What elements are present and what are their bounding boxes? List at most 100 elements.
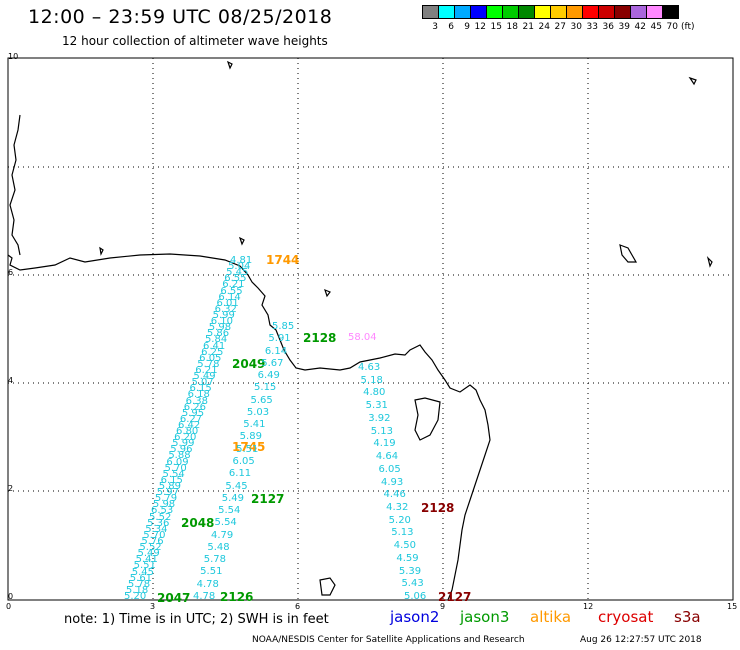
legend-label: 39 (618, 22, 630, 32)
track-a-value: 5.54 (162, 468, 185, 480)
track-b-value: 5.78 (203, 554, 227, 566)
track-a-value: 6.15 (160, 474, 183, 486)
track-a-value: 6.15 (189, 383, 212, 395)
track-b-value: 6.49 (257, 370, 280, 382)
track-a-value: 5.98 (152, 499, 176, 511)
track-a-value: 5.45 (131, 566, 154, 578)
track-c-value: 4.59 (396, 552, 419, 564)
legend-label: 30 (570, 22, 582, 32)
track-c-value: 3.92 (368, 412, 391, 424)
track-b-value: 5.54 (218, 505, 241, 517)
track-b-value: 6.11 (228, 468, 252, 480)
x-tick-6: 6 (295, 602, 301, 611)
satellite-jason2: jason2 (390, 608, 440, 626)
track-a-value: 5.07 (191, 377, 214, 389)
legend-swatch (486, 5, 503, 19)
track-c-value: 5.18 (360, 374, 383, 386)
legend-label: 12 (474, 22, 486, 32)
legend-label: 36 (602, 22, 614, 32)
pass-label: 2126 (220, 590, 254, 604)
track-a-value: 5.45 (226, 267, 249, 279)
color-legend-labels: 3 6 9 12 15 18 21 24 27 30 33 36 39 42 45 70 (ft) (422, 22, 703, 32)
legend-label: 33 (586, 22, 598, 32)
track-c-value: 4.46 (383, 489, 406, 501)
track-a-value: 5.95 (181, 407, 205, 419)
track-c-value: 5.43 (401, 578, 424, 590)
track-b-value: 4.78 (193, 591, 216, 602)
track-a-value: 5.34 (145, 523, 168, 535)
track-a-value: 6.05 (199, 352, 222, 364)
x-tick-3: 3 (150, 602, 156, 611)
track-a-value: 5.52 (139, 542, 162, 554)
track-a-value: 6.55 (220, 285, 243, 297)
track-a-value: 5.49 (137, 548, 160, 560)
track-a-value: 5.20 (124, 591, 147, 602)
map-frame (7, 57, 734, 601)
x-tick-15: 15 (727, 602, 738, 611)
legend-swatch (518, 5, 535, 19)
track-a-value: 5.99 (212, 309, 235, 321)
x-tick-12: 12 (583, 602, 594, 611)
track-c-value: 5.39 (398, 565, 422, 577)
track-b-value: 4.78 (196, 578, 219, 590)
color-legend (422, 5, 679, 19)
note-text: note: 1) Time is in UTC; 2) SWH is in fe… (64, 612, 329, 627)
legend-swatch (422, 5, 439, 19)
track-b-value: 5.49 (221, 492, 244, 504)
generated-timestamp: Aug 26 12:27:57 UTC 2018 (580, 635, 702, 645)
track-b-value: 5.41 (243, 419, 266, 431)
legend-swatch (550, 5, 567, 19)
track-a-value: 6.32 (214, 303, 237, 315)
legend-label: 42 (634, 22, 646, 32)
track-b-value: 5.51 (236, 443, 259, 455)
track-b-value: 5.03 (246, 406, 270, 418)
legend-label: 70 (666, 22, 678, 32)
track-a-value: 5.99 (172, 438, 195, 450)
pass-label: 2048 (181, 516, 215, 530)
track-a-value: 6.10 (210, 316, 233, 328)
track-a-value: 5.76 (141, 536, 164, 548)
track-b-value: 5.51 (200, 566, 223, 578)
track-a-value: 5.51 (133, 560, 156, 572)
legend-swatch (646, 5, 663, 19)
track-a-value: 5.79 (154, 493, 178, 505)
track-a-value: 5.78 (127, 578, 151, 590)
pass-label: 2128 (303, 331, 337, 345)
track-b-value: 5.48 (207, 541, 230, 553)
track-a-value: 6.26 (183, 401, 206, 413)
track-a-value: 6.42 (177, 419, 201, 431)
track-b-value: 4.79 (210, 529, 234, 541)
track-b-value: 5.67 (261, 357, 284, 369)
track-a-value: 6.01 (216, 297, 239, 309)
satellite-altika: altika (530, 608, 572, 626)
legend-swatch (566, 5, 583, 19)
footer-credit: NOAA/NESDIS Center for Satellite Applica… (252, 635, 525, 645)
track-b-value: 5.65 (250, 394, 273, 406)
track-a-value: 6.20 (174, 432, 197, 444)
satellite-cryosat: cryosat (598, 608, 654, 626)
y-tick-10: 10 (8, 52, 19, 61)
track-a-value: 6.21 (195, 364, 218, 376)
track-a-value: 5.61 (129, 572, 153, 584)
x-tick-9: 9 (440, 602, 446, 611)
legend-label: 45 (650, 22, 662, 32)
legend-label: 21 (522, 22, 534, 32)
track-a-value: 6.41 (203, 340, 226, 352)
track-a-value: 6.80 (176, 426, 199, 438)
pass-label: 1744 (266, 253, 300, 267)
legend-label: 6 (448, 22, 454, 32)
track-a-value: 5.70 (143, 529, 166, 541)
track-b-value: 5.15 (254, 382, 277, 394)
pass-label: 2127 (438, 590, 472, 604)
track-a-value: 6.18 (187, 389, 210, 401)
track-a-value: 5.86 (206, 328, 230, 340)
y-tick-6: 6 (8, 268, 14, 277)
y-tick-2: 2 (8, 484, 14, 493)
track-a-value: 5.52 (149, 511, 172, 523)
track-a-value: 5.41 (135, 554, 158, 566)
track-a-value: 5.97 (156, 487, 180, 499)
track-b-value: 6.14 (264, 345, 288, 357)
track-b-value: 5.89 (239, 431, 262, 443)
